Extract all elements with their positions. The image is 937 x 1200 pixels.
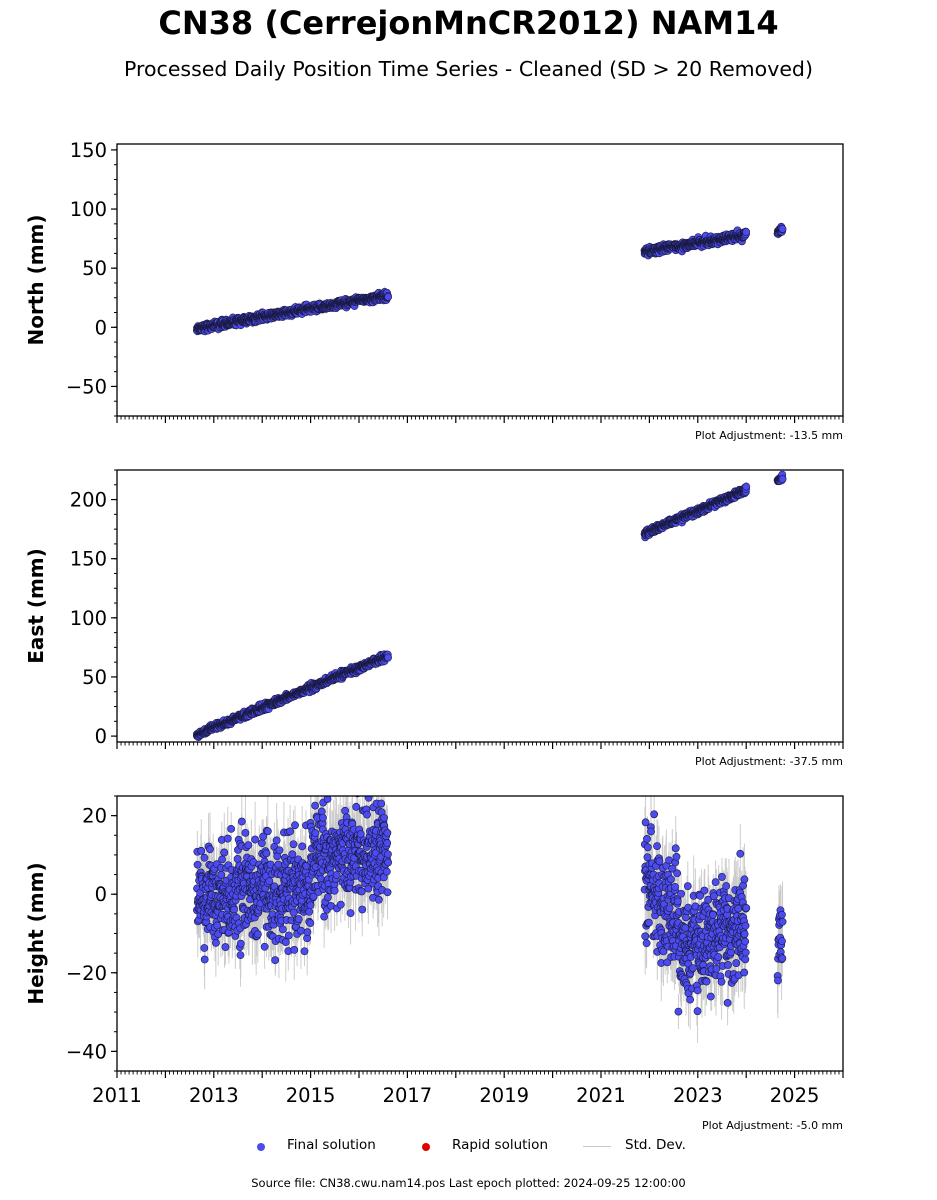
north-data-point — [778, 225, 787, 233]
north-ytick-label: −50 — [66, 375, 107, 398]
north-ytick-label: 100 — [70, 198, 107, 221]
north-data — [192, 222, 787, 336]
east-data — [192, 470, 787, 742]
north-panel: −50 0 50 100 150 North (mm) — [24, 139, 844, 423]
north-data-point — [384, 293, 393, 301]
chart-subtitle: Processed Daily Position Time Series - C… — [124, 57, 813, 81]
north-ylabel: North (mm) — [24, 214, 48, 345]
north-data-point — [742, 228, 751, 236]
north-ytick-label: 0 — [95, 316, 107, 339]
north-axes-frame — [116, 143, 844, 417]
north-ytick-label: 150 — [70, 139, 107, 162]
north-ytick-label: 50 — [82, 257, 107, 280]
chart-title: CN38 (CerrejonMnCR2012) NAM14 — [158, 4, 779, 42]
